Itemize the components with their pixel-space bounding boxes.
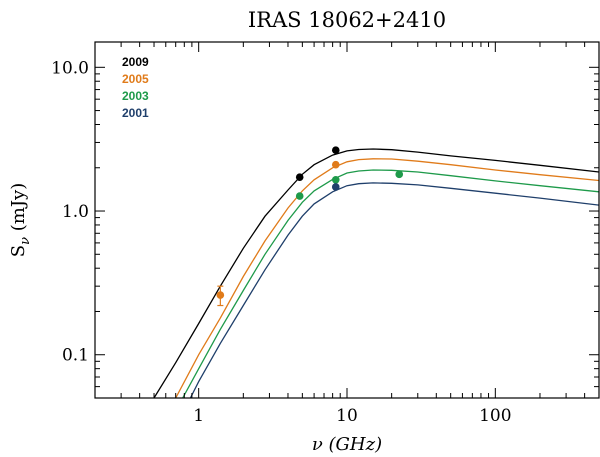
legend-entry-2009: 2009 (122, 55, 149, 69)
data-point-2003-2 (395, 170, 404, 179)
x-tick-label-10: 10 (336, 406, 358, 426)
data-point-2003-1 (331, 175, 340, 184)
series-line-2003 (182, 169, 599, 398)
x-tick-label-100: 100 (479, 406, 511, 426)
legend-entry-2001: 2001 (122, 106, 149, 120)
data-point-2009-1 (331, 146, 340, 154)
series-line-2005 (175, 158, 599, 398)
x-tick-label-1: 1 (193, 406, 204, 426)
data-point-2009-0 (295, 173, 304, 181)
y-axis-label-main: S (8, 245, 29, 257)
y-axis-label-unit: (mJy) (8, 183, 29, 237)
data-point-2001-0 (331, 183, 340, 191)
x-axis-label: ν (GHz) (312, 434, 382, 455)
y-tick-label-1.0: 1.0 (62, 202, 89, 222)
chart-title: IRAS 18062+2410 (248, 8, 446, 32)
y-axis-label: Sν (mJy) (8, 183, 33, 257)
y-tick-label-0.1: 0.1 (62, 346, 89, 366)
data-point-2003-0 (295, 192, 304, 200)
y-axis-label-sub: ν (18, 237, 33, 245)
legend-entry-2003: 2003 (122, 89, 149, 103)
data-point-2005-0 (216, 291, 225, 299)
y-tick-label-10.0: 10.0 (51, 58, 89, 78)
data-point-2005-1 (331, 160, 340, 169)
legend-entry-2005: 2005 (122, 72, 149, 86)
series-line-2001 (189, 182, 599, 398)
series-line-2009 (153, 148, 599, 398)
plot-frame (94, 41, 600, 399)
